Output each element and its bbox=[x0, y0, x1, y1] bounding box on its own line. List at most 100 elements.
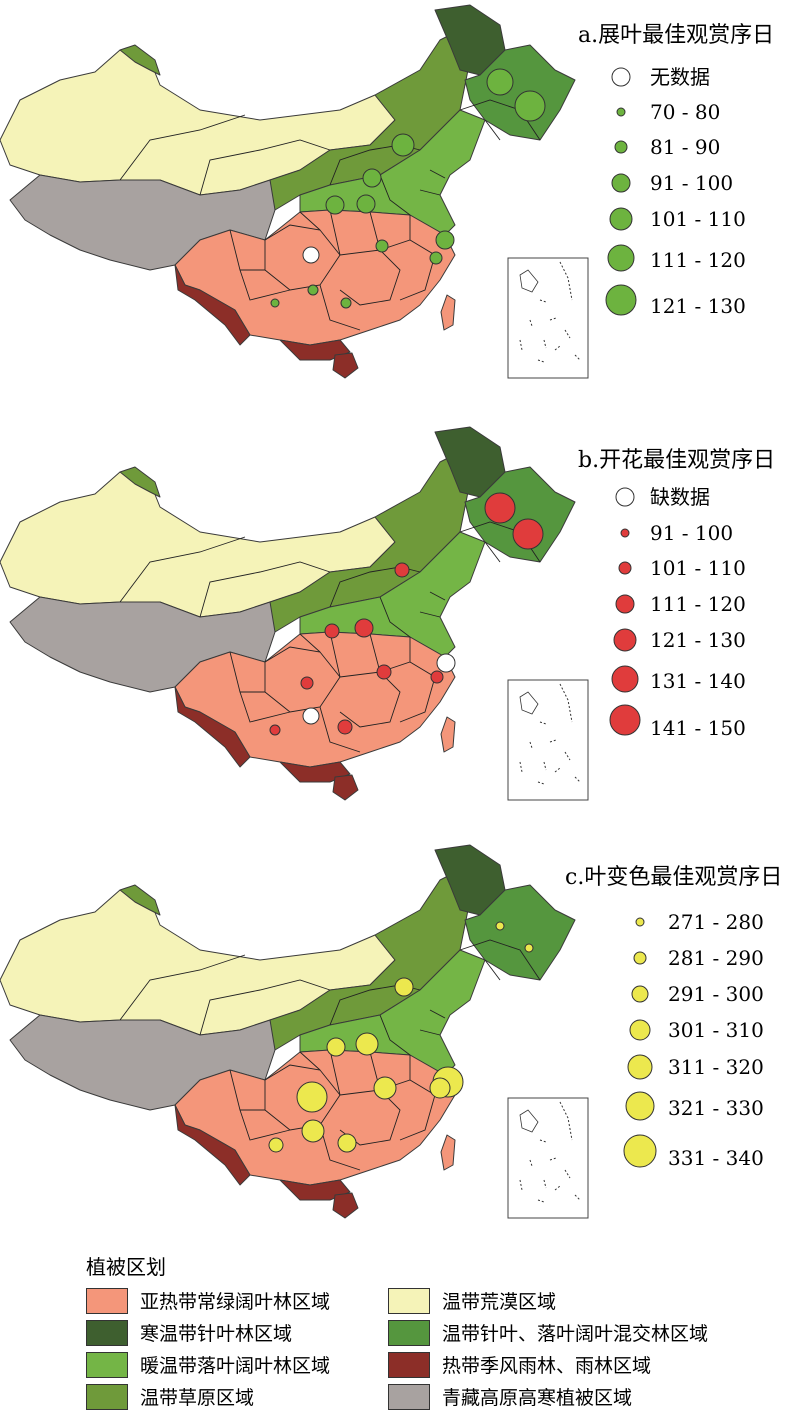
station-marker bbox=[429, 251, 443, 265]
swatch-desert bbox=[388, 1287, 430, 1314]
legend-item-label: 温带针叶、落叶阔叶混交林区域 bbox=[442, 1323, 709, 1345]
legend-item-steppe: 温带草原区域 bbox=[86, 1382, 388, 1411]
legend-c-marker-5 bbox=[625, 1091, 655, 1121]
station-marker bbox=[514, 90, 546, 122]
swatch-mixed-forest bbox=[388, 1319, 430, 1346]
station-marker bbox=[355, 1032, 379, 1056]
legend-a-label-1: 70 - 80 bbox=[650, 100, 720, 124]
legend-item-mixed-forest: 温带针叶、落叶阔叶混交林区域 bbox=[388, 1318, 738, 1347]
panel-c-title: c.叶变色最佳观赏序日 bbox=[565, 865, 782, 890]
legend-a-label-3: 91 - 100 bbox=[650, 171, 733, 195]
legend-b-label-4: 121 - 130 bbox=[650, 628, 746, 652]
legend-panel-c: 271 - 280 281 - 290 291 - 300 301 - 310 … bbox=[623, 910, 764, 1170]
station-marker bbox=[435, 230, 455, 250]
legend-panel-a: 无数据 70 - 80 81 - 90 91 - 100 101 - 110 1… bbox=[605, 65, 746, 318]
station-marker bbox=[362, 168, 382, 188]
legend-c-marker-1 bbox=[633, 951, 647, 965]
markers-panel-b bbox=[269, 492, 544, 736]
station-marker bbox=[430, 670, 444, 684]
legend-a-label-6: 121 - 130 bbox=[650, 294, 746, 318]
legend-c-label-0: 271 - 280 bbox=[668, 910, 764, 934]
station-marker bbox=[307, 284, 319, 296]
legend-item-label: 寒温带针叶林区域 bbox=[140, 1323, 293, 1345]
legend-b-marker-0 bbox=[615, 487, 635, 507]
legend-c-marker-4 bbox=[627, 1054, 653, 1080]
map-panel-c bbox=[0, 844, 589, 1219]
swatch-cold-conifer bbox=[86, 1319, 128, 1346]
legend-b-marker-2 bbox=[618, 561, 632, 575]
legend-b-marker-1 bbox=[620, 528, 630, 538]
legend-b-label-6: 141 - 150 bbox=[650, 716, 746, 740]
station-marker bbox=[337, 1133, 357, 1153]
legend-item-plateau: 青藏高原高寒植被区域 bbox=[388, 1382, 738, 1411]
legend-c-label-1: 281 - 290 bbox=[668, 946, 764, 970]
swatch-steppe bbox=[86, 1383, 128, 1410]
station-marker bbox=[524, 943, 534, 953]
station-marker bbox=[376, 664, 392, 680]
markers-panel-a bbox=[270, 68, 546, 309]
markers-panel-c bbox=[268, 921, 534, 1153]
legend-a-label-2: 81 - 90 bbox=[650, 135, 720, 159]
station-marker bbox=[270, 298, 280, 308]
legend-a-label-4: 101 - 110 bbox=[650, 207, 746, 231]
station-marker bbox=[484, 492, 516, 524]
legend-item-label: 温带草原区域 bbox=[140, 1387, 255, 1409]
panel-b-title: b.开花最佳观赏序日 bbox=[578, 448, 775, 473]
legend-item-warm-deciduous: 暖温带落叶阔叶林区域 bbox=[86, 1350, 388, 1379]
station-marker bbox=[495, 921, 505, 931]
station-marker bbox=[512, 518, 544, 550]
legend-a-marker-2 bbox=[614, 140, 628, 154]
legend-b-marker-4 bbox=[613, 628, 637, 652]
legend-item-label: 暖温带落叶阔叶林区域 bbox=[140, 1355, 331, 1377]
legend-c-marker-2 bbox=[631, 985, 649, 1003]
station-marker bbox=[302, 707, 320, 725]
station-marker bbox=[300, 676, 314, 690]
legend-c-label-2: 291 - 300 bbox=[668, 982, 764, 1006]
legend-b-label-0: 缺数据 bbox=[650, 485, 710, 509]
legend-a-marker-1 bbox=[616, 107, 626, 117]
legend-c-marker-3 bbox=[629, 1019, 651, 1041]
station-marker bbox=[325, 195, 345, 215]
legend-c-label-4: 311 - 320 bbox=[668, 1055, 764, 1079]
map-panel-a bbox=[0, 4, 589, 379]
legend-item-subtropical: 亚热带常绿阔叶林区域 bbox=[86, 1286, 388, 1315]
legend-item-label: 温带荒漠区域 bbox=[442, 1291, 557, 1313]
vegetation-legend-title: 植被区划 bbox=[86, 1255, 166, 1279]
station-marker bbox=[391, 133, 415, 157]
legend-panel-b: 缺数据 91 - 100 101 - 110 111 - 120 121 - 1… bbox=[609, 485, 746, 740]
legend-b-label-1: 91 - 100 bbox=[650, 521, 733, 545]
vegetation-legend-grid: 亚热带常绿阔叶林区域 温带荒漠区域 寒温带针叶林区域 温带针叶、落叶阔叶混交林区… bbox=[86, 1286, 786, 1411]
legend-item-label: 青藏高原高寒植被区域 bbox=[442, 1387, 633, 1409]
station-marker bbox=[394, 562, 410, 578]
legend-a-marker-5 bbox=[607, 244, 635, 272]
legend-item-desert: 温带荒漠区域 bbox=[388, 1286, 738, 1315]
station-marker bbox=[375, 239, 389, 253]
legend-c-marker-6 bbox=[623, 1134, 657, 1168]
swatch-warm-deciduous bbox=[86, 1351, 128, 1378]
legend-a-marker-6 bbox=[605, 284, 637, 316]
legend-item-label: 亚热带常绿阔叶林区域 bbox=[140, 1291, 331, 1313]
map-canvas: a.展叶最佳观赏序日 b.开花最佳观赏序日 c.叶变色最佳观赏序日 无数据 70… bbox=[0, 4, 782, 1219]
station-marker bbox=[436, 653, 456, 673]
station-marker bbox=[326, 1037, 346, 1057]
station-marker bbox=[394, 977, 414, 997]
station-marker bbox=[301, 1119, 325, 1143]
legend-item-tropical: 热带季风雨林、雨林区域 bbox=[388, 1350, 738, 1379]
station-marker bbox=[268, 1137, 284, 1153]
legend-a-marker-4 bbox=[609, 207, 633, 231]
legend-b-marker-5 bbox=[611, 665, 639, 693]
station-marker bbox=[356, 194, 376, 214]
legend-a-label-0: 无数据 bbox=[650, 65, 710, 89]
map-panel-b bbox=[0, 426, 589, 801]
legend-item-cold-conifer: 寒温带针叶林区域 bbox=[86, 1318, 388, 1347]
swatch-subtropical bbox=[86, 1287, 128, 1314]
legend-a-label-5: 111 - 120 bbox=[650, 248, 746, 272]
vegetation-legend: 植被区划 亚热带常绿阔叶林区域 温带荒漠区域 寒温带针叶林区域 温带针叶、落叶阔… bbox=[86, 1251, 786, 1411]
station-marker bbox=[429, 1077, 451, 1099]
legend-b-label-5: 131 - 140 bbox=[650, 669, 746, 693]
station-marker bbox=[269, 724, 281, 736]
legend-c-label-6: 331 - 340 bbox=[668, 1146, 764, 1170]
station-marker bbox=[324, 623, 340, 639]
panel-a-title: a.展叶最佳观赏序日 bbox=[578, 23, 774, 48]
station-marker bbox=[302, 246, 320, 264]
